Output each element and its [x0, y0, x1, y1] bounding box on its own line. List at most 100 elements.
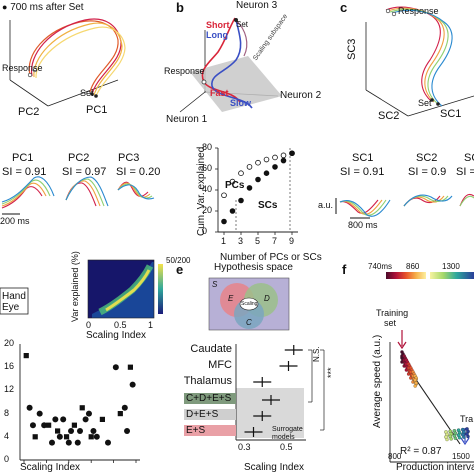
cum-var-chart — [215, 147, 298, 235]
cum-xtick: 1 — [221, 236, 227, 246]
eye-point — [55, 428, 61, 434]
eye-point — [79, 405, 85, 411]
axis-sc1-label: SC1 — [440, 108, 462, 120]
set-marker — [234, 18, 238, 22]
pc1-curve — [1, 179, 51, 205]
mid-trajectory — [235, 19, 248, 57]
cbar1-left: 740ms — [368, 262, 393, 271]
venn-scaling-region — [239, 297, 259, 311]
panel-d-heatmap — [0, 259, 163, 319]
axis-sc3-label: SC3 — [346, 38, 358, 60]
pc1-si: SI = 0.91 — [2, 166, 47, 178]
sc1-title: SC1 — [352, 152, 374, 164]
hand-point — [77, 428, 83, 434]
axis-line — [9, 79, 49, 107]
pc-scalebar-label: 200 ms — [0, 216, 30, 226]
colorbar-test — [430, 272, 474, 279]
axis-line — [407, 95, 474, 117]
f-xlabel: Production interval — [396, 462, 474, 473]
trajectory — [387, 7, 445, 103]
heatmap-frame — [87, 259, 155, 319]
test-arrow — [460, 428, 470, 446]
panel-e-venn — [208, 277, 290, 331]
scs-legend: SCs — [258, 200, 278, 211]
response-marker — [201, 79, 207, 85]
venn-scaling-label: Scaling — [241, 301, 258, 307]
ns-label: N.S. — [312, 346, 321, 362]
e-row-label: D+E+S — [184, 409, 236, 420]
set-marker — [430, 98, 434, 102]
long-trajectory — [211, 19, 253, 109]
pc1-title: PC1 — [12, 152, 34, 164]
hand-point — [85, 410, 92, 417]
pc3-si: SI = 0.20 — [116, 166, 161, 178]
hand-point — [56, 433, 63, 440]
sc1-si: SI = 0.91 — [340, 166, 385, 178]
axis-pc1-label: PC1 — [86, 104, 108, 116]
hand-eye-legend — [0, 287, 29, 315]
training-label: Training — [376, 308, 409, 318]
pc3-title: PC3 — [118, 152, 140, 164]
hand-point — [65, 439, 72, 446]
cbar1-right: 860 — [406, 262, 420, 271]
pc1-curve — [1, 182, 47, 207]
colorbar-label: 50/200 — [166, 256, 191, 265]
eye-point — [117, 411, 123, 417]
fast-label: Fast — [210, 88, 229, 98]
training-point — [413, 384, 417, 388]
neuron3-label: Neuron 3 — [236, 0, 278, 11]
sc-point — [280, 157, 287, 164]
pc3-curve — [117, 184, 155, 200]
eye-point — [63, 434, 70, 440]
trajectory — [391, 9, 453, 107]
axis-sc2-label: SC2 — [378, 110, 400, 122]
test-point — [444, 435, 448, 439]
b-set-label: Set — [236, 20, 249, 29]
hand-point — [49, 439, 55, 446]
header-text: 700 ms after Set — [10, 2, 84, 13]
surrogate-band — [236, 388, 304, 438]
legend-hand: Hand — [2, 291, 26, 302]
hand-point — [68, 428, 75, 434]
sc2-title: SC2 — [416, 152, 438, 164]
cum-ytick: 0 — [202, 226, 208, 236]
cum-xlabel: Number of PCs or SCs — [220, 252, 322, 263]
hand-point — [105, 439, 111, 446]
legend-eye: Eye — [2, 302, 20, 313]
heatmap-region — [92, 262, 154, 318]
cum-xtick: 7 — [272, 236, 278, 246]
trajectory — [30, 18, 122, 95]
cum-xtick: 9 — [289, 236, 295, 246]
scatter-ytick: 8 — [4, 407, 10, 418]
pc-point — [221, 192, 227, 199]
hand-point — [29, 422, 36, 429]
panel-b-letter: b — [176, 0, 184, 15]
au-label: a.u. — [318, 200, 334, 210]
response-marker — [32, 67, 38, 73]
panel-c-3d — [365, 6, 474, 117]
heatmap-xtick-2: 1 — [148, 320, 154, 330]
pc-point — [272, 154, 278, 161]
scatter-ytick: 12 — [4, 384, 15, 395]
sc2-si: SI = 0.9 — [408, 166, 447, 178]
f-xtick-0: 800 — [388, 452, 402, 461]
venn-d-label: D — [264, 294, 270, 303]
e-row-label: Thalamus — [183, 375, 232, 387]
set-marker — [436, 102, 440, 106]
training-point — [413, 378, 417, 382]
hand-point — [60, 416, 67, 423]
venn-e-label: E — [228, 294, 234, 303]
pc3-curve — [117, 182, 151, 198]
scaling-subspace-plane — [190, 56, 282, 112]
hand-point — [90, 428, 97, 434]
r2-label: R² = 0.87 — [400, 446, 442, 457]
test-point — [456, 433, 461, 437]
eye-point — [46, 422, 52, 428]
surrogate-label: Surrogate models — [272, 426, 303, 441]
hand-point — [41, 422, 48, 429]
f-ylabel: Average speed (a.u.) — [372, 334, 383, 428]
hand-point — [124, 428, 131, 434]
sc1-curve — [339, 199, 387, 216]
scatter-ytick: 20 — [4, 338, 15, 348]
heatmap-xtick-0: 0 — [86, 320, 92, 330]
